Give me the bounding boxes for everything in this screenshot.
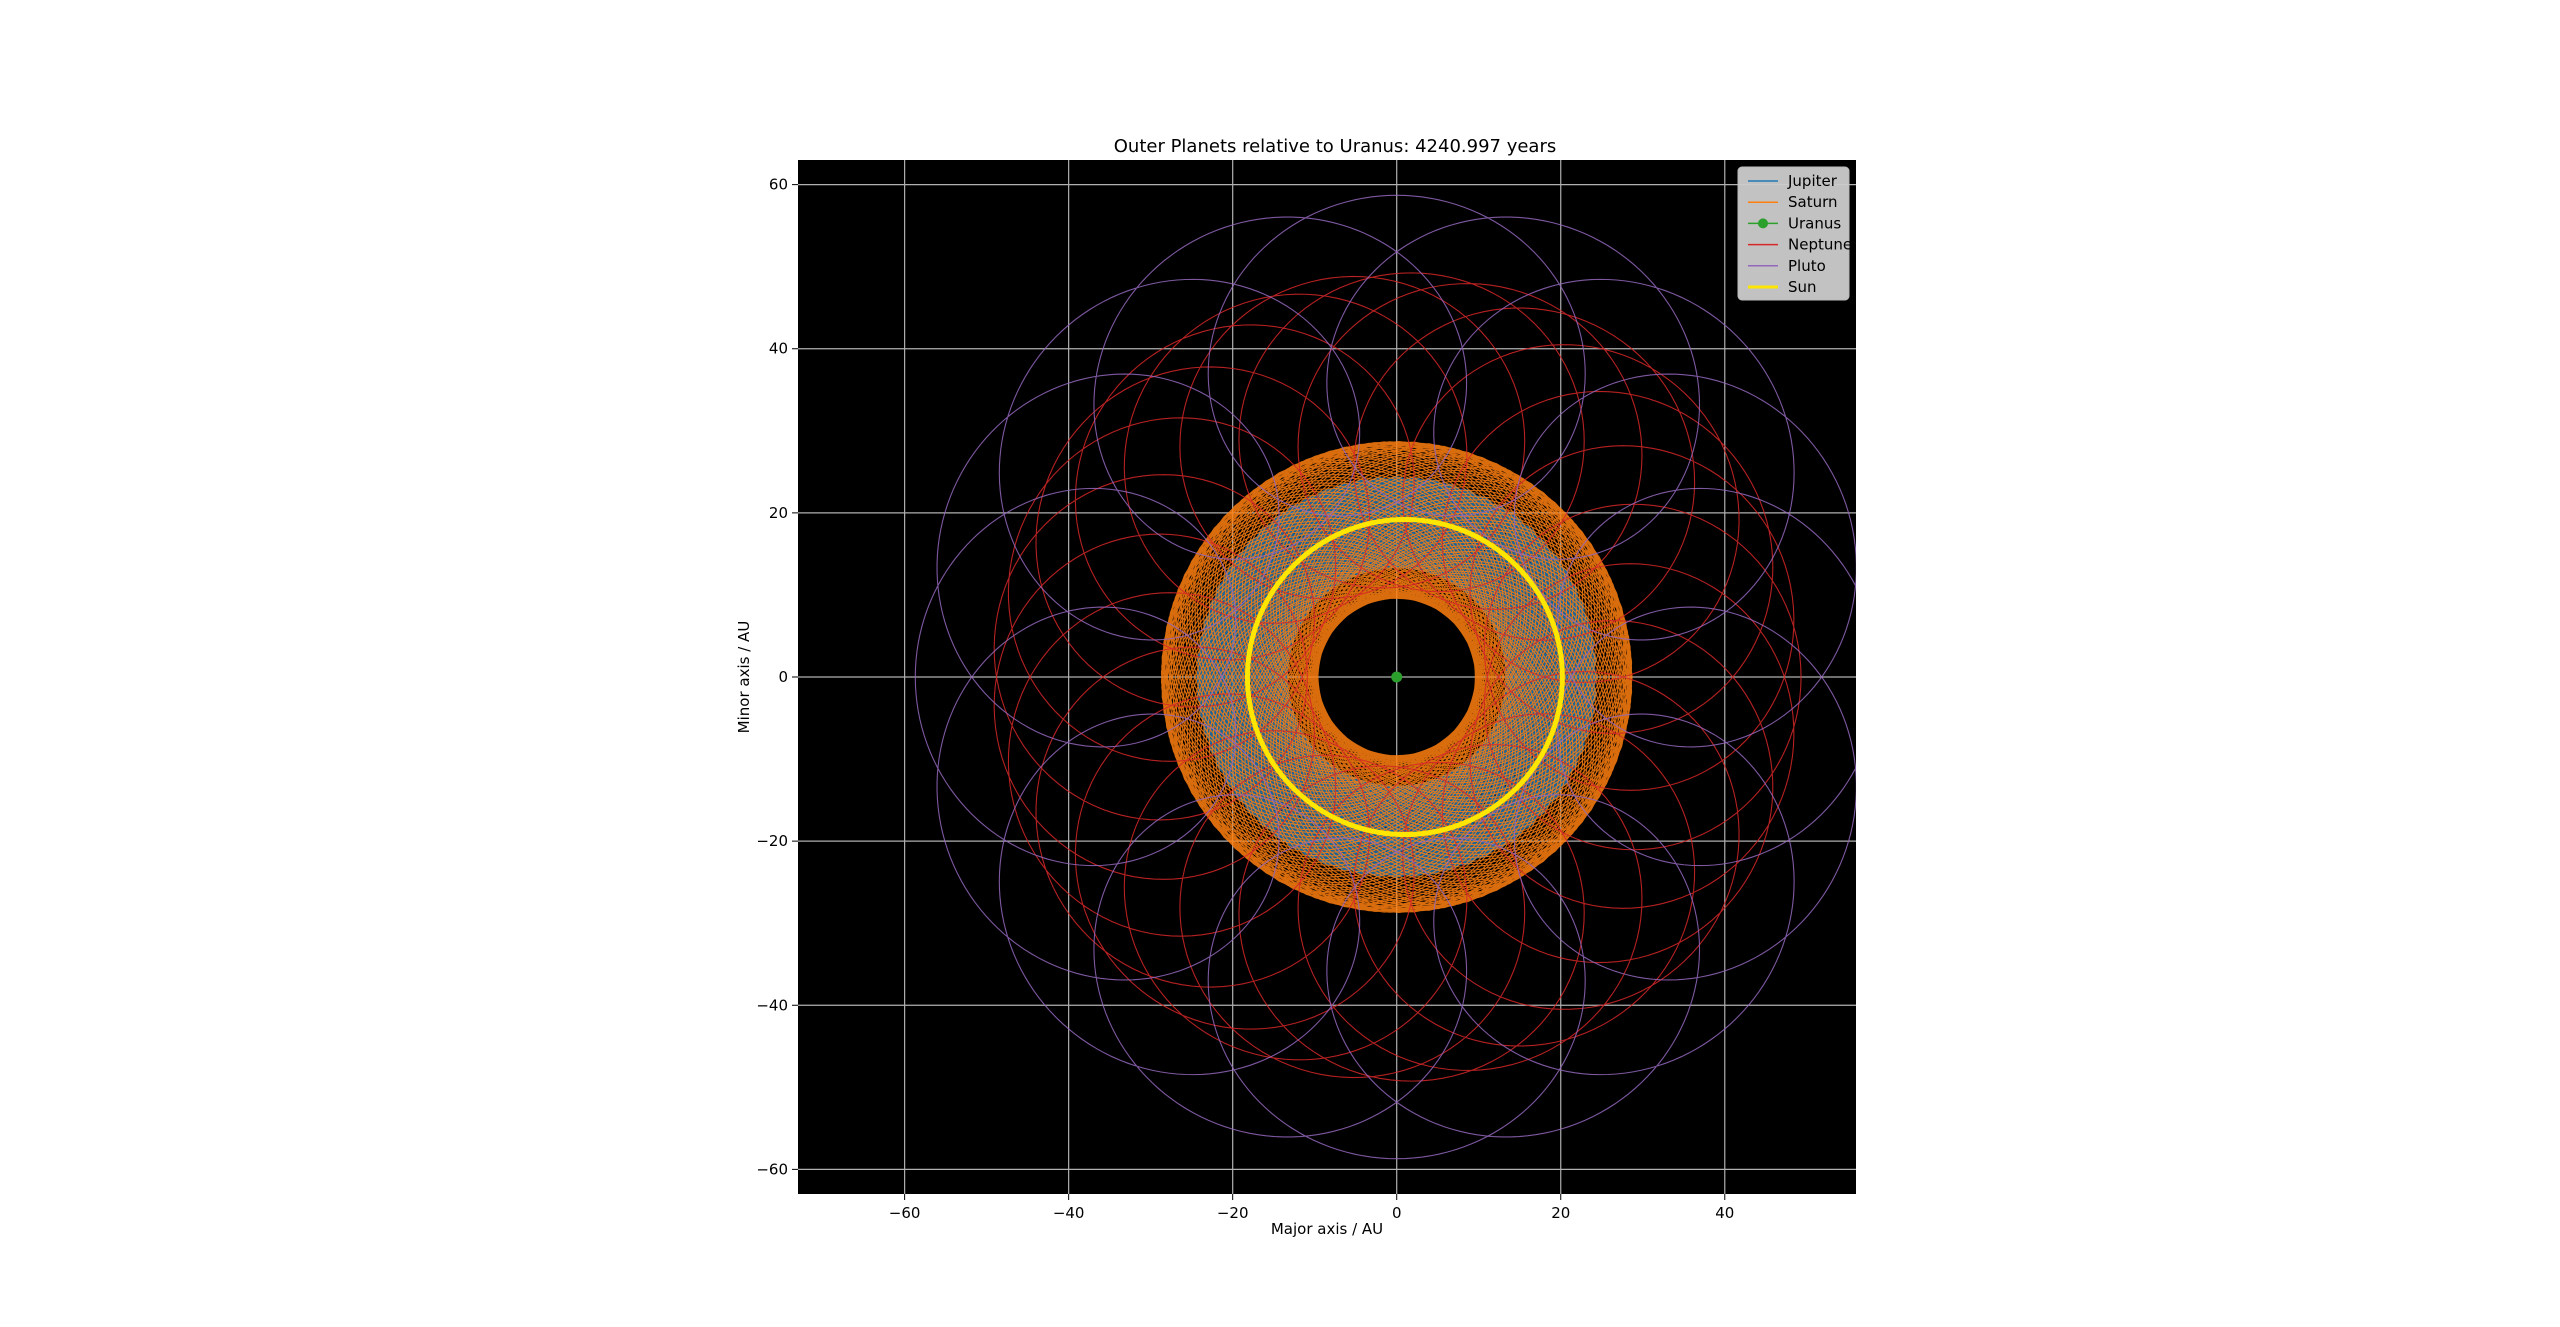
legend-label: Jupiter [1787,172,1838,190]
chart-title: Outer Planets relative to Uranus: 4240.9… [1114,136,1557,157]
legend: Jupiter Saturn Uranus Neptune Pluto Sun [1738,167,1852,300]
legend-label: Uranus [1788,214,1841,232]
legend-label: Sun [1788,278,1817,296]
x-tick-label: −60 [889,1204,921,1222]
legend-label: Pluto [1788,257,1826,275]
x-tick-label: −40 [1053,1204,1085,1222]
x-axis-title: Major axis / AU [1271,1220,1383,1238]
y-tick-label: 40 [769,340,788,358]
y-tick-label: −20 [756,832,788,850]
y-tick-label: −60 [756,1160,788,1178]
x-tick-label: 20 [1551,1204,1570,1222]
x-tick-label: −20 [1217,1204,1249,1222]
legend-marker [1758,218,1768,228]
y-tick-label: 60 [769,176,788,194]
x-tick-label: 0 [1392,1204,1402,1222]
legend-label: Neptune [1788,236,1852,254]
plot-area [798,160,1878,1194]
y-tick-label: 0 [778,668,788,686]
legend-label: Saturn [1788,193,1838,211]
y-tick-label: −40 [756,996,788,1014]
y-tick-label: 20 [769,504,788,522]
uranus-point [1391,672,1402,683]
y-axis-title: Minor axis / AU [735,621,753,734]
x-tick-label: 40 [1715,1204,1734,1222]
